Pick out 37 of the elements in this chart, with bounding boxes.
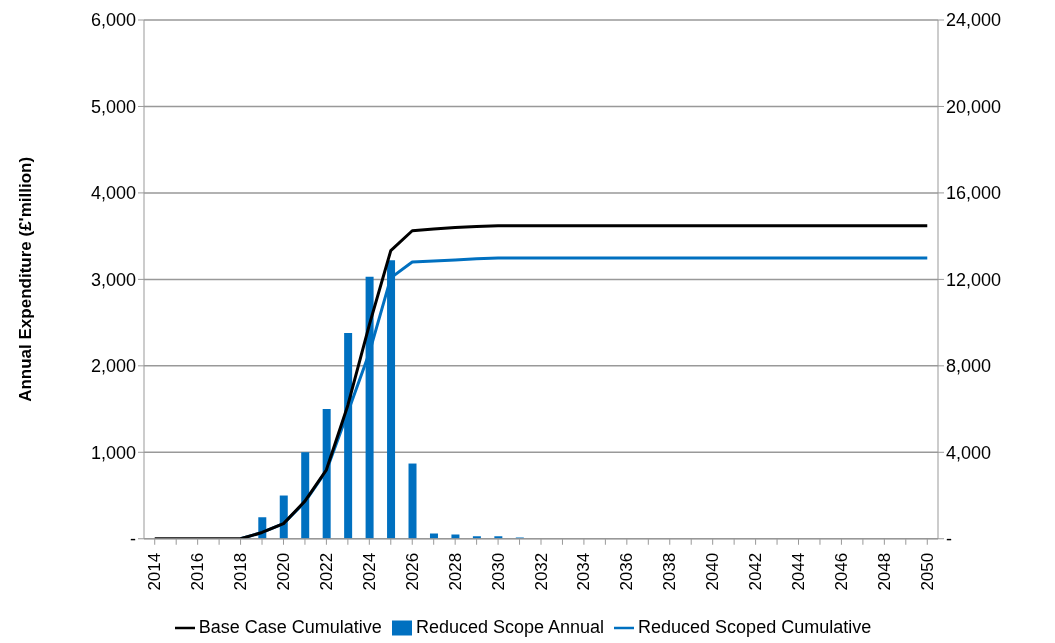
x-tick-label: 2026 [402, 552, 422, 591]
x-tick-label: 2036 [617, 552, 637, 591]
x-tick-label: 2050 [917, 552, 937, 591]
y-tick-label: 5,000 [90, 96, 136, 117]
y2-tick-label: 16,000 [946, 183, 1002, 204]
legend-label: Base Case Cumulative [198, 616, 382, 637]
x-tick-label: 2014 [145, 552, 165, 591]
y-tick-label: 6,000 [90, 10, 136, 31]
y-tick-label: 4,000 [90, 183, 136, 204]
x-tick-label: 2042 [746, 552, 766, 591]
x-tick-label: 2030 [488, 552, 508, 591]
y-tick-label: 3,000 [90, 269, 136, 290]
y2-tick-label: 8,000 [946, 356, 992, 377]
y2-tick-label: 24,000 [946, 10, 1002, 31]
x-tick-label: 2034 [574, 552, 594, 591]
x-tick-label: 2038 [660, 552, 680, 591]
x-tick-label: 2046 [831, 552, 851, 591]
x-tick-label: 2044 [789, 552, 809, 591]
y2-tick-label: - [946, 529, 952, 550]
y-tick-label: 2,000 [90, 356, 136, 377]
x-tick-label: 2048 [874, 552, 894, 591]
y2-tick-label: 4,000 [946, 442, 992, 463]
y-axis-title: Annual Expenditure (£'million) [16, 156, 36, 402]
legend-label: Reduced Scoped Cumulative [638, 616, 872, 637]
y2-tick-label: 12,000 [946, 269, 1002, 290]
y-tick-label: 1,000 [90, 442, 136, 463]
x-tick-label: 2018 [231, 552, 251, 591]
x-tick-label: 2016 [188, 552, 208, 591]
x-tick-label: 2032 [531, 552, 551, 591]
x-tick-label: 2040 [703, 552, 723, 591]
x-tick-label: 2028 [445, 552, 465, 591]
x-tick-label: 2024 [359, 552, 379, 591]
y-tick-label: - [130, 529, 136, 550]
legend-label: Reduced Scope Annual [415, 616, 605, 637]
y2-tick-label: 20,000 [946, 96, 1002, 117]
x-tick-label: 2020 [273, 552, 293, 591]
x-tick-label: 2022 [316, 552, 336, 591]
